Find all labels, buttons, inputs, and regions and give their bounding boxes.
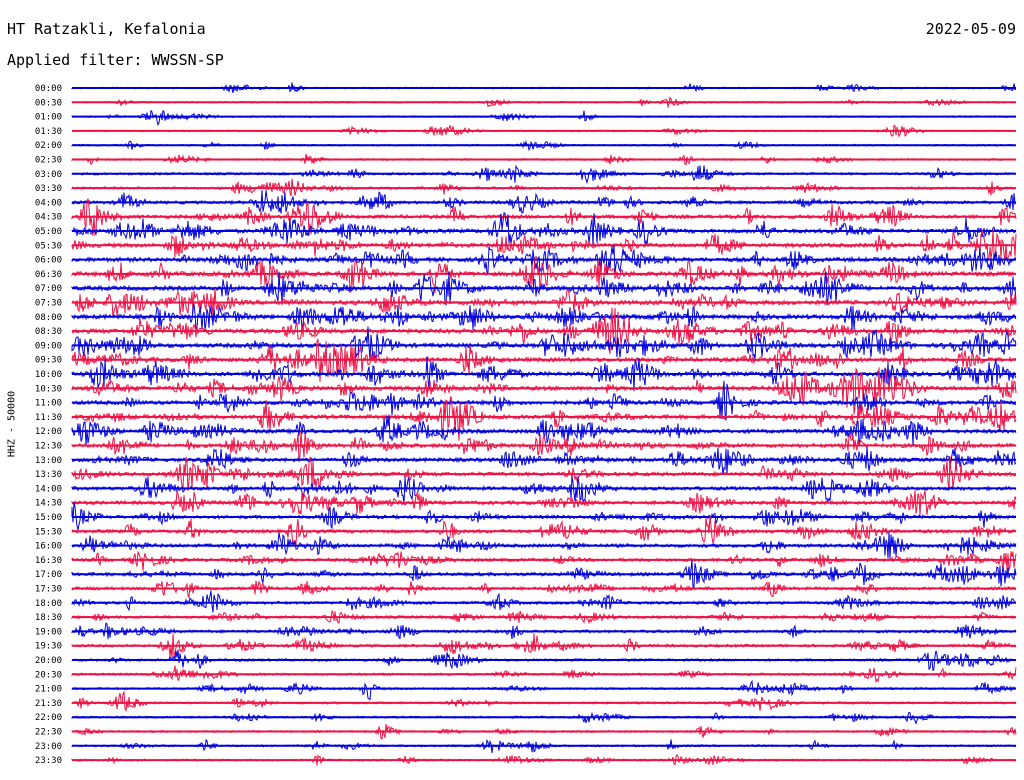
- trace-line: [71, 338, 1017, 382]
- time-label: 04:00: [35, 198, 62, 208]
- time-label: 11:00: [35, 399, 62, 409]
- time-label: 17:00: [35, 570, 62, 580]
- time-label: 14:30: [35, 499, 62, 509]
- record-date: 2022-05-09: [925, 20, 1016, 38]
- time-label: 00:30: [35, 98, 62, 108]
- time-label: 08:00: [35, 313, 62, 323]
- time-label: 23:00: [35, 742, 62, 752]
- filter-label: Applied filter: WWSSN-SP: [7, 51, 224, 69]
- time-label: 19:00: [35, 627, 62, 637]
- time-label: 20:30: [35, 670, 62, 680]
- trace-line: [71, 679, 1016, 701]
- time-label: 03:00: [35, 170, 62, 180]
- trace-line: [71, 590, 1017, 613]
- time-label: 16:00: [35, 542, 62, 552]
- time-label: 12:00: [35, 427, 62, 437]
- time-label: 08:30: [35, 327, 62, 337]
- trace-line: [71, 633, 1017, 659]
- time-label: 09:30: [35, 356, 62, 366]
- time-label: 23:30: [35, 756, 62, 766]
- time-label: 06:30: [35, 270, 62, 280]
- time-label: 10:30: [35, 384, 62, 394]
- time-label: 05:30: [35, 241, 62, 251]
- time-label: 09:00: [35, 341, 62, 351]
- time-label: 06:00: [35, 256, 62, 266]
- trace-line: [71, 326, 1017, 361]
- time-label: 03:30: [35, 184, 62, 194]
- time-label: 01:00: [35, 113, 62, 123]
- time-label: 18:00: [35, 599, 62, 609]
- time-label: 22:00: [35, 713, 62, 723]
- time-label: 19:30: [35, 642, 62, 652]
- time-label: 21:00: [35, 685, 62, 695]
- time-label: 04:30: [35, 213, 62, 223]
- time-label: 22:30: [35, 728, 62, 738]
- time-label: 13:30: [35, 470, 62, 480]
- time-label: 12:30: [35, 442, 62, 452]
- time-label: 15:00: [35, 513, 62, 523]
- time-label: 11:30: [35, 413, 62, 423]
- station-title: HT Ratzakli, Kefalonia: [7, 20, 206, 38]
- time-label: 17:30: [35, 585, 62, 595]
- time-label: 21:30: [35, 699, 62, 709]
- trace-line: [71, 109, 1017, 127]
- time-label: 02:30: [35, 156, 62, 166]
- time-label: 13:00: [35, 456, 62, 466]
- time-label: 10:00: [35, 370, 62, 380]
- trace-line: [71, 255, 1017, 294]
- time-label: 16:30: [35, 556, 62, 566]
- time-label: 14:00: [35, 484, 62, 494]
- time-label: 18:30: [35, 613, 62, 623]
- time-label: 01:30: [35, 127, 62, 137]
- time-label: 07:30: [35, 299, 62, 309]
- trace-line: [71, 430, 1017, 463]
- time-label: 07:00: [35, 284, 62, 294]
- time-label: 15:30: [35, 527, 62, 537]
- trace-line: [71, 690, 1017, 713]
- time-label: 20:00: [35, 656, 62, 666]
- time-label: 00:00: [35, 84, 62, 94]
- trace-line: [71, 271, 1017, 307]
- time-label: 05:00: [35, 227, 62, 237]
- trace-line: [71, 550, 1017, 571]
- time-label: 02:00: [35, 141, 62, 151]
